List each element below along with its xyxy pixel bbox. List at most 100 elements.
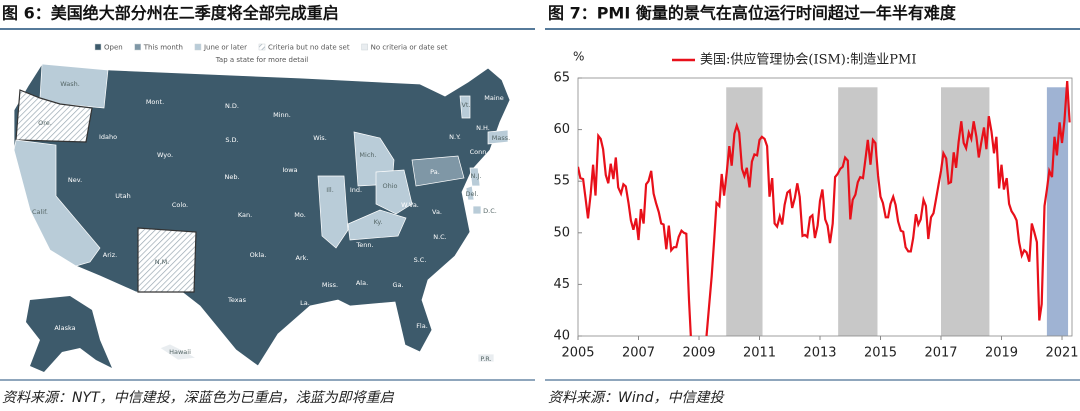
state-label: Ariz. — [103, 251, 117, 259]
y-tick-label: 60 — [553, 122, 570, 137]
state-label: Wash. — [60, 80, 80, 88]
legend-swatch — [94, 43, 102, 51]
state-label: Ohio — [382, 182, 397, 190]
legend-swatch — [134, 43, 141, 51]
x-tick-label: 2021 — [1045, 346, 1078, 361]
source: 资料来源：NYT，中信建投，深蓝色为已重启，浅蓝为即将重启 — [2, 390, 395, 406]
state-shape — [459, 95, 471, 119]
legend-label: This month — [143, 44, 183, 52]
shaded-band — [838, 87, 878, 337]
shaded-band — [726, 87, 763, 337]
state-label: N.M. — [155, 258, 170, 266]
state-label: P.R. — [480, 355, 491, 363]
map-hint: Tap a state for more detail — [215, 56, 308, 64]
state-label: Fla. — [416, 322, 428, 330]
state-label: Neb. — [224, 173, 239, 181]
state-label: La. — [300, 299, 310, 307]
state-shape — [472, 205, 482, 215]
x-tick-label: 2009 — [682, 346, 715, 361]
state-label: Kan. — [238, 211, 252, 219]
legend-label: No criteria or date set — [371, 44, 448, 52]
state-shape — [411, 155, 465, 187]
x-tick-label: 2013 — [803, 346, 836, 361]
state-label: Calif. — [32, 208, 48, 216]
state-label: Ind. — [350, 186, 362, 194]
shaded-band — [1046, 87, 1069, 337]
state-label: Minn. — [273, 111, 291, 119]
state-label: Iowa — [282, 166, 297, 174]
state-shape — [39, 63, 109, 109]
legend-swatch — [194, 43, 202, 51]
series-line — [578, 81, 1071, 336]
state-label: Ala. — [356, 279, 368, 287]
state-label: D.C. — [483, 207, 497, 215]
state-shape — [477, 353, 495, 363]
state-shape — [487, 129, 509, 145]
state-label: S.D. — [225, 136, 238, 144]
state-label: Del. — [466, 190, 479, 198]
state-label: Utah — [115, 192, 130, 200]
state-label: Mich. — [359, 151, 376, 159]
y-tick-label: 40 — [553, 329, 570, 344]
state-label: Tenn. — [355, 241, 373, 249]
state-label: N.H. — [476, 124, 490, 132]
state-label: N.D. — [225, 102, 239, 110]
figure-title: 图 6：美国绝大部分州在二季度将全部完成重启 — [2, 4, 339, 23]
y-tick-label: 50 — [553, 225, 570, 240]
x-tick-label: 2005 — [561, 346, 594, 361]
legend-label: June or later — [203, 44, 247, 52]
state-shape — [137, 227, 197, 293]
state-label: Okla. — [250, 251, 267, 259]
state-label: Maine — [484, 94, 504, 102]
state-label: Texas — [227, 296, 247, 304]
state-label: Alaska — [54, 324, 75, 332]
state-label: Conn. — [470, 148, 489, 156]
state-label: Mont. — [146, 98, 164, 106]
state-label: Nev. — [68, 176, 82, 184]
y-unit: % — [573, 50, 584, 64]
legend-label: Open — [104, 44, 123, 52]
alaska-outline — [26, 296, 112, 372]
state-label: R.I. — [492, 152, 502, 160]
x-tick-label: 2017 — [924, 346, 957, 361]
state-label: Vt. — [461, 101, 470, 109]
state-label: N.J. — [471, 172, 482, 180]
state-label: Wis. — [313, 134, 327, 142]
state-shape — [13, 139, 101, 267]
state-shape — [465, 185, 475, 201]
state-label: Mass. — [492, 134, 510, 142]
source: 资料来源：Wind，中信建投 — [548, 390, 725, 406]
legend-swatch — [361, 43, 368, 51]
state-shape — [159, 343, 198, 361]
x-tick-label: 2007 — [622, 346, 655, 361]
state-label: Ga. — [392, 281, 403, 289]
state-label: Ill. — [326, 186, 334, 194]
x-tick-label: 2015 — [864, 346, 897, 361]
state-label: Va. — [432, 208, 442, 216]
state-label: S.C. — [414, 256, 427, 264]
state-label: Ore. — [38, 119, 52, 127]
legend-label: 美国:供应管理协会(ISM):制造业PMI — [700, 52, 916, 68]
state-label: W.Va. — [401, 201, 419, 209]
state-label: Ky. — [374, 218, 383, 226]
x-tick-label: 2019 — [985, 346, 1018, 361]
state-shape — [375, 169, 413, 215]
state-shape — [317, 175, 349, 249]
state-label: N.Y. — [449, 133, 461, 141]
state-label: N.C. — [433, 233, 447, 241]
plot-frame — [577, 77, 1073, 337]
state-label: Idaho — [99, 133, 117, 141]
state-label: Hawaii — [169, 348, 191, 356]
state-label: Ark. — [296, 254, 309, 262]
shaded-band — [941, 87, 990, 337]
y-tick-label: 55 — [553, 174, 570, 189]
state-label: Pa. — [430, 168, 440, 176]
state-shape — [469, 167, 481, 187]
y-tick-label: 45 — [553, 277, 570, 292]
y-tick-label: 65 — [553, 71, 570, 86]
state-label: Mo. — [294, 211, 306, 219]
state-shape — [347, 209, 407, 241]
x-tick-label: 2011 — [743, 346, 776, 361]
state-label: Colo. — [172, 201, 188, 209]
